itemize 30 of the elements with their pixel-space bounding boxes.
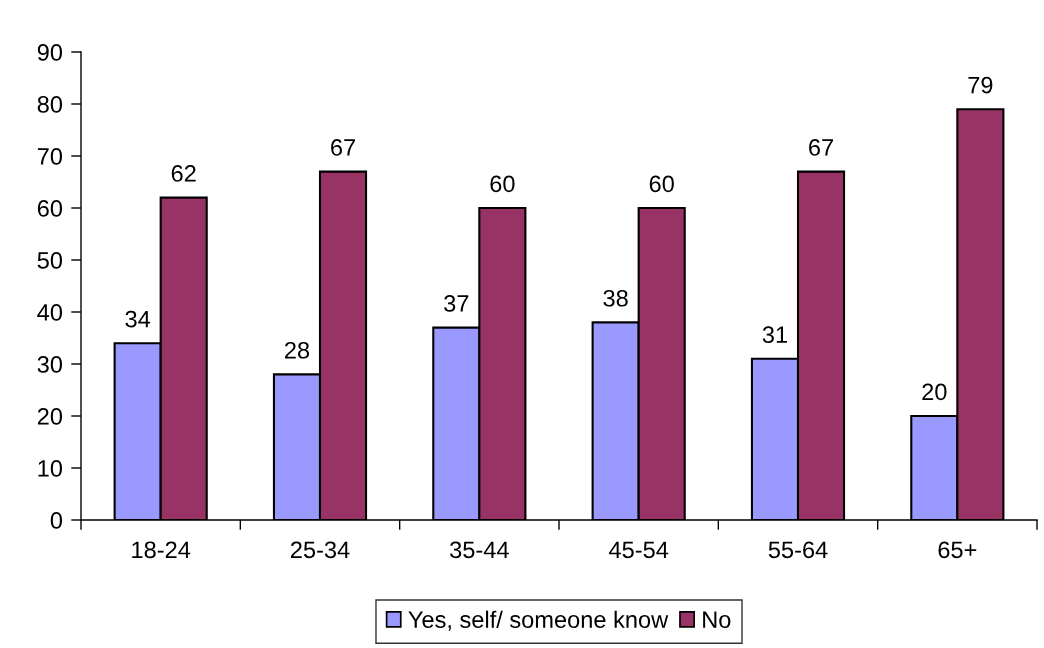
data-label: 60 [649,175,674,193]
y-tick-label: 70 [37,148,63,165]
y-tick-label: 30 [37,356,63,373]
y-tick-label: 60 [37,200,63,217]
x-tick-label: 45-54 [609,541,669,559]
data-label: 20 [922,383,947,401]
y-tick-label: 40 [37,304,63,321]
data-label: 38 [603,289,628,307]
x-tick-label: 25-34 [291,541,350,559]
y-tick-label: 80 [37,96,63,113]
y-tick-label: 10 [38,460,63,477]
data-label: 62 [171,165,196,182]
data-label: 34 [125,310,151,328]
x-tick-label: 65+ [938,541,977,559]
data-label: 37 [444,295,469,312]
x-tick-label: 35-44 [450,541,509,559]
y-tick-label: 20 [37,408,63,425]
legend-label: No [703,611,731,628]
data-label: 79 [968,76,993,94]
data-label: 60 [490,175,515,193]
data-label: 67 [809,139,833,156]
legend-label: Yes, self/ someone know [408,610,669,631]
x-tick-label: 55-64 [768,541,828,559]
y-tick-label: 90 [37,44,63,61]
y-tick-label: 0 [50,512,63,529]
x-tick-label: 18-24 [132,541,191,559]
y-tick-label: 50 [37,252,63,269]
data-label: 31 [762,326,787,344]
data-label: 67 [331,139,355,156]
data-label: 28 [285,341,310,359]
